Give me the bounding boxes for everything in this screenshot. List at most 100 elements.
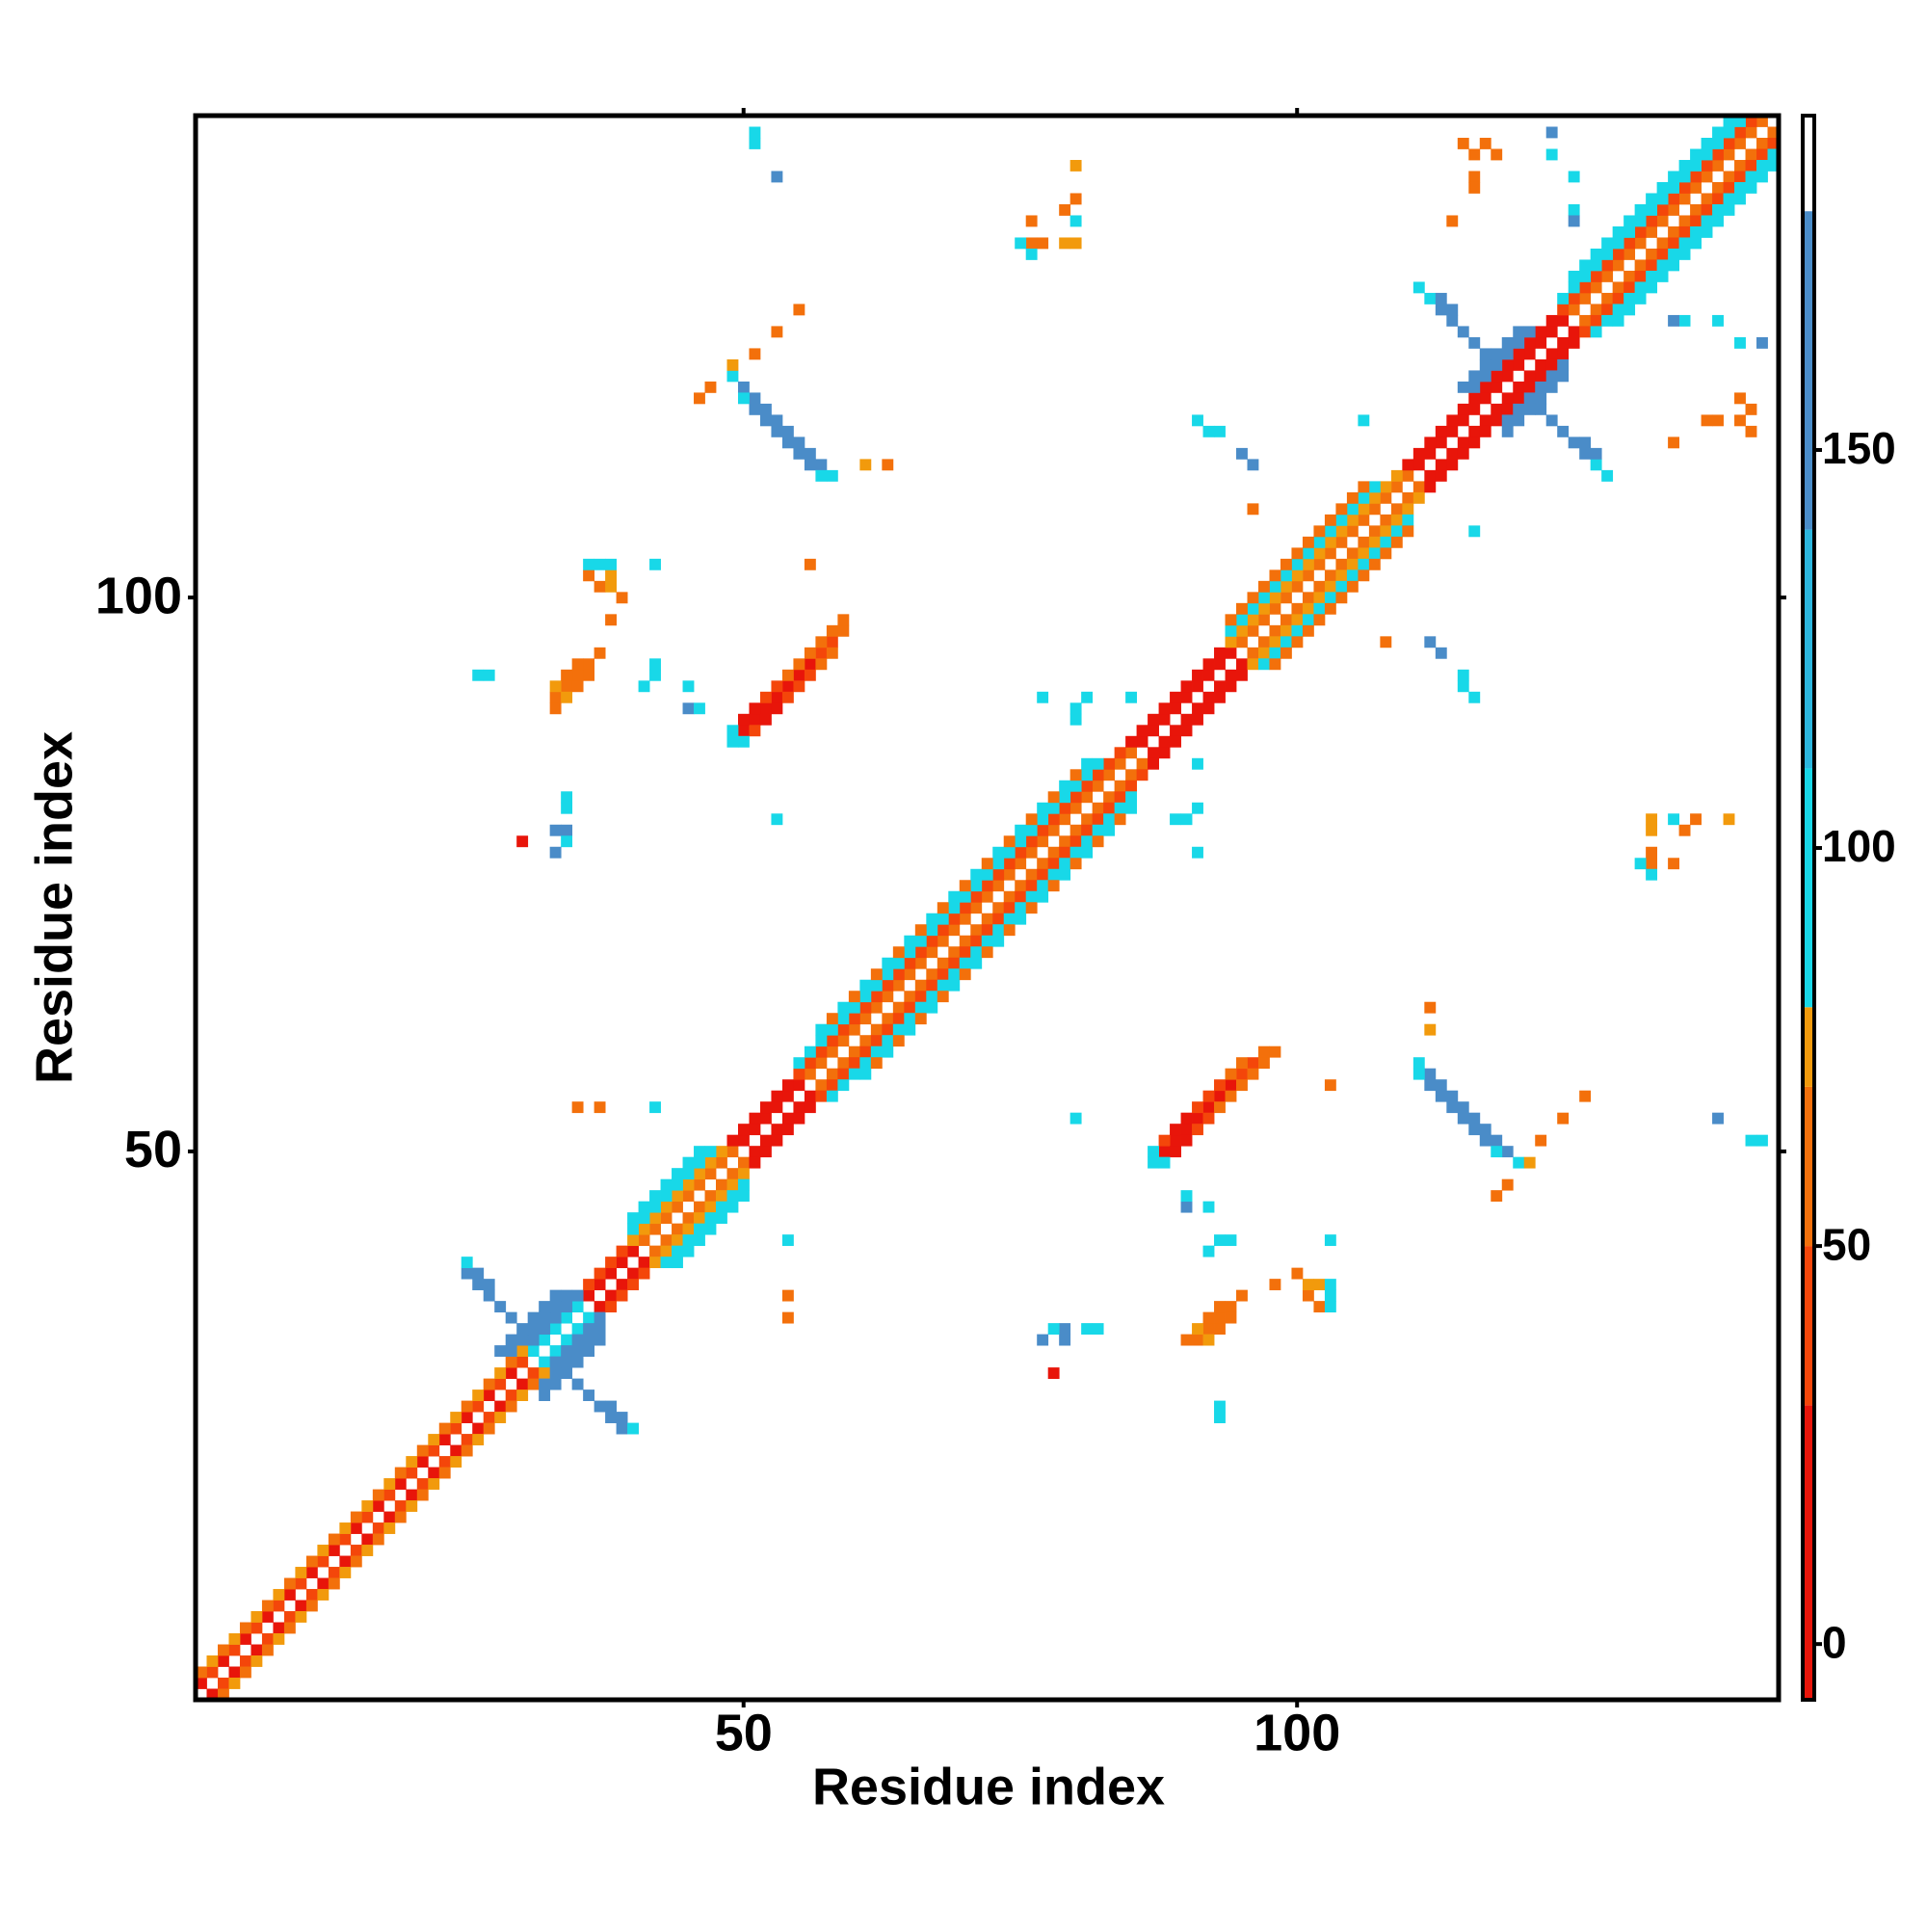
heatmap-cell (859, 459, 872, 471)
heatmap-cell (682, 1234, 695, 1247)
heatmap-cell (1701, 215, 1713, 227)
heatmap-cell (771, 680, 783, 693)
heatmap-cell (483, 1279, 495, 1291)
heatmap-cell (826, 1079, 838, 1092)
heatmap-cell (1313, 547, 1326, 560)
heatmap-cell (1435, 437, 1447, 449)
heatmap-cell (394, 1500, 407, 1512)
heatmap-cell (1069, 713, 1082, 726)
heatmap-cell (383, 1478, 396, 1490)
heatmap-cell (1069, 835, 1082, 848)
heatmap-cell (1037, 880, 1049, 892)
heatmap-cell (1280, 569, 1292, 582)
heatmap-cell (826, 469, 838, 482)
heatmap-cell (937, 935, 949, 947)
heatmap-cell (1081, 691, 1094, 703)
heatmap-cell (1069, 769, 1082, 781)
heatmap-cell (1291, 580, 1304, 593)
heatmap-cell (1601, 248, 1614, 260)
heatmap-cell (505, 1367, 517, 1380)
heatmap-cell (892, 1001, 905, 1014)
heatmap-cell (228, 1666, 241, 1679)
heatmap-cell (1690, 237, 1702, 250)
heatmap-cell (660, 1178, 673, 1191)
x-tick-label: 100 (1254, 1704, 1340, 1761)
heatmap-cell (1148, 1156, 1159, 1169)
heatmap-cell (273, 1589, 285, 1601)
heatmap-cell (737, 725, 750, 737)
heatmap-cell (1324, 592, 1336, 604)
heatmap-cell (583, 669, 595, 681)
y-tick-label: 50 (124, 1121, 182, 1178)
heatmap-cell (1734, 181, 1746, 194)
heatmap-cell (848, 1045, 860, 1058)
heatmap-cell (505, 1389, 517, 1401)
heatmap-cell (539, 1378, 551, 1390)
heatmap-cell (1214, 1400, 1226, 1413)
heatmap-cell (261, 1611, 274, 1623)
heatmap-cell (914, 991, 927, 1003)
heatmap-cell (1069, 1112, 1082, 1125)
heatmap-cell (616, 1289, 628, 1302)
heatmap-cell (1025, 868, 1038, 881)
heatmap-cell (1501, 403, 1514, 415)
heatmap-cell (1701, 414, 1713, 427)
heatmap-cell (1069, 780, 1082, 792)
heatmap-cell (627, 1267, 639, 1280)
heatmap-cell (704, 1223, 717, 1235)
heatmap-cell (1457, 680, 1469, 693)
heatmap-cell (1114, 747, 1126, 759)
heatmap-cell (1745, 403, 1757, 415)
heatmap-cell (1435, 647, 1447, 659)
heatmap-cell (1280, 558, 1292, 570)
heatmap-cell (749, 126, 761, 139)
heatmap-cell (372, 1533, 384, 1546)
heatmap-cell (837, 1035, 850, 1047)
heatmap-cell (1545, 381, 1558, 393)
heatmap-cell (328, 1545, 340, 1556)
heatmap-cell (1380, 547, 1392, 560)
heatmap-cell (461, 1400, 473, 1413)
heatmap-cell (948, 968, 961, 981)
x-tick-label: 50 (715, 1704, 773, 1761)
heatmap-cell (549, 1323, 562, 1336)
heatmap-cell (1202, 669, 1215, 681)
heatmap-cell (1568, 437, 1580, 449)
heatmap-cell (1579, 259, 1592, 272)
heatmap-cell (1225, 636, 1237, 648)
heatmap-cell (1568, 270, 1580, 282)
heatmap-cell (1479, 381, 1491, 393)
heatmap-cell (793, 304, 805, 316)
heatmap-cell (1468, 148, 1481, 161)
heatmap-cell (206, 1688, 219, 1701)
heatmap-cell (438, 1456, 451, 1468)
heatmap-cell (826, 1013, 838, 1025)
heatmap-cell (959, 935, 971, 947)
heatmap-cell (981, 913, 993, 925)
heatmap-cell (1424, 1001, 1437, 1014)
heatmap-cell (1501, 1146, 1514, 1158)
heatmap-cell (1601, 237, 1614, 250)
heatmap-cell (1302, 602, 1314, 615)
heatmap-cell (1069, 858, 1082, 870)
heatmap-cell (859, 979, 872, 992)
heatmap-cell (505, 1334, 517, 1346)
heatmap-cell (1192, 669, 1203, 681)
heatmap-cell (1668, 813, 1679, 826)
heatmap-cell (1059, 868, 1071, 881)
heatmap-cell (1701, 137, 1713, 149)
heatmap-cell (1634, 225, 1647, 238)
heatmap-cell (583, 1279, 595, 1291)
heatmap-cell (1712, 181, 1724, 194)
colorbar-segment (1803, 116, 1814, 212)
heatmap-cell (539, 1356, 551, 1368)
heatmap-cell (1612, 259, 1624, 272)
heatmap-cell (561, 1301, 573, 1313)
heatmap-cell (1269, 624, 1281, 637)
heatmap-cell (837, 624, 850, 637)
heatmap-cell (837, 1001, 850, 1014)
heatmap-cell (1612, 248, 1624, 260)
heatmap-cell (992, 913, 1005, 925)
heatmap-cell (1479, 137, 1491, 149)
heatmap-cell (1225, 1068, 1237, 1080)
